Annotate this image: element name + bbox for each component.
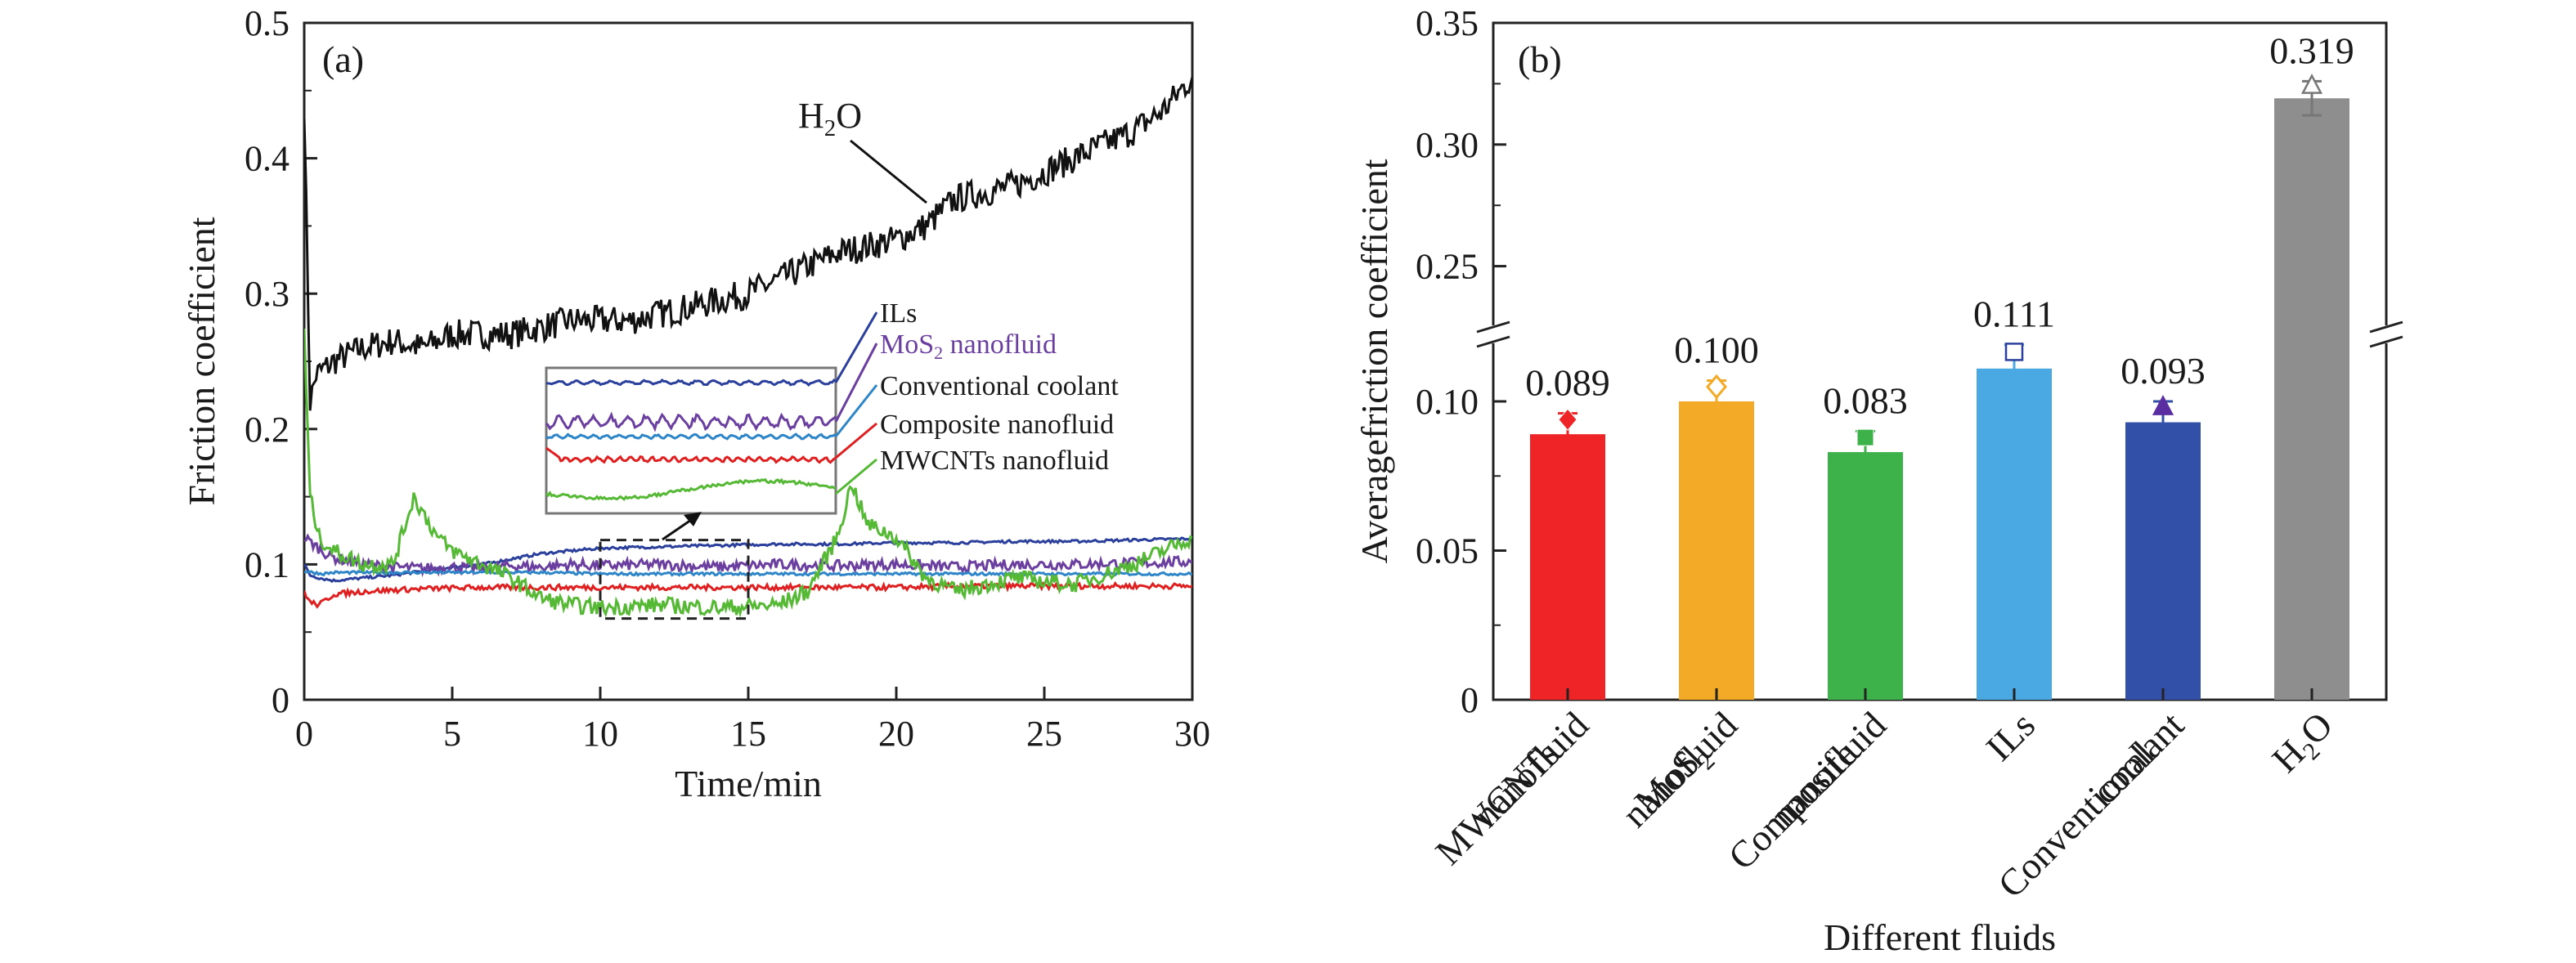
- category-label-5-0: H2O: [2264, 704, 2345, 785]
- y-tick-label-b: 0.30: [1416, 125, 1479, 165]
- x-axis-title-a: Time/min: [675, 763, 822, 804]
- axis-break-mark: [1476, 335, 1510, 348]
- plot-frame-b-upper: [1492, 21, 2388, 327]
- y-tick-label-a: 0.3: [245, 274, 289, 314]
- legend-leader-4: [835, 422, 877, 459]
- legend-leader-2: [834, 343, 878, 423]
- x-tick-label-a: 0: [295, 714, 313, 754]
- x-tick-label-a: 30: [1174, 714, 1210, 754]
- series-line-2: [304, 533, 1192, 578]
- inset-line-3: [545, 432, 837, 441]
- legend-leader-1: [834, 311, 878, 383]
- series-line-0: [304, 76, 1192, 411]
- panel-a-line-chart: 0 5 10 15 20 25 30 0 0.1 0.2 0.3 0.4 0.5 Time/min Fric…: [181, 3, 1210, 804]
- y-tick-label-a: 0.1: [245, 544, 289, 585]
- x-tick-label-a: 25: [1026, 714, 1062, 754]
- inset-line-5: [545, 477, 837, 501]
- axis-break-mark: [2369, 335, 2403, 348]
- plot-frame-b-lower: [1492, 342, 2388, 701]
- x-tick-label-a: 10: [582, 714, 618, 754]
- marker-3: [2004, 343, 2024, 361]
- bar-3: [1977, 368, 2052, 700]
- marker-1: [1706, 374, 1727, 400]
- legend-label-2: MoS2 nanofluid: [880, 329, 1057, 363]
- y-axis-title-a: Friction coefficient: [181, 217, 222, 505]
- value-label-3: 0.111: [1973, 293, 2055, 335]
- bar-5: [2274, 98, 2349, 701]
- x-axis-title-b: Different fluids: [1824, 916, 2056, 958]
- y-tick-label-b: 0: [1461, 680, 1479, 720]
- y-axis-title-b: Averagefriction coefficient: [1353, 159, 1395, 563]
- legend-leader-5: [835, 458, 877, 495]
- bar-0: [1530, 434, 1605, 700]
- y-tick-label-a: 0.4: [245, 139, 289, 179]
- value-label-2: 0.083: [1823, 380, 1908, 422]
- value-label-5: 0.319: [2269, 29, 2354, 71]
- zoom-region-box: [599, 539, 750, 620]
- zoom-arrow-head: [684, 512, 702, 526]
- value-label-1: 0.100: [1674, 329, 1759, 370]
- value-label-4: 0.093: [2120, 350, 2206, 392]
- y-tick-label-b: 0.35: [1416, 3, 1479, 43]
- axis-break-mark: [2369, 320, 2403, 334]
- legend-label-1: ILs: [880, 298, 917, 329]
- y-tick-label-a: 0.2: [245, 410, 289, 450]
- marker-2: [1856, 428, 1874, 446]
- bar-4: [2125, 422, 2201, 700]
- panel-label-a: (a): [322, 38, 364, 80]
- series-label-h2o: H2O: [798, 96, 862, 141]
- legend-leader-3: [834, 384, 878, 437]
- legend-label-4: Composite nanofluid: [880, 410, 1114, 440]
- y-tick-label-b: 0.25: [1416, 247, 1479, 287]
- x-tick-label-a: 20: [878, 714, 914, 754]
- x-tick-label-a: 15: [730, 714, 766, 754]
- y-tick-label-a: 0: [272, 680, 289, 720]
- axis-break-mark: [1476, 320, 1510, 334]
- category-label-0-1: nanofluid: [1465, 704, 1596, 835]
- x-tick-label-a: 5: [443, 714, 461, 754]
- marker-0: [1558, 408, 1577, 432]
- bar-2: [1828, 452, 1903, 700]
- marker-5: [2300, 73, 2323, 94]
- inset-line-4: [545, 446, 837, 464]
- y-tick-label-b: 0.10: [1416, 382, 1479, 422]
- y-tick-label-b: 0.05: [1416, 531, 1479, 571]
- category-label-3-0: ILs: [1978, 704, 2043, 768]
- inset-frame: [545, 366, 837, 515]
- panel-label-b: (b): [1518, 38, 1562, 80]
- h2o-leader-line: [850, 139, 927, 204]
- legend-label-3: Conventional coolant: [880, 371, 1119, 401]
- panel-b-bar-chart: 0 0.05 0.10 0.25 0.30 0.35 Averagefriction coe…: [1353, 3, 2403, 958]
- zoom-arrow: [662, 517, 694, 541]
- legend-label-5: MWCNTs nanofluid: [880, 446, 1109, 476]
- series-line-5: [304, 328, 1192, 618]
- inset-line-1: [545, 378, 837, 387]
- category-label-1-1: nanofluid: [1613, 704, 1745, 835]
- marker-4: [2152, 394, 2174, 415]
- bar-1: [1679, 401, 1754, 700]
- inset-line-2: [545, 411, 837, 432]
- category-label-2-1: nanofluid: [1762, 704, 1894, 835]
- y-tick-label-a: 0.5: [245, 3, 289, 43]
- value-label-0: 0.089: [1525, 362, 1610, 404]
- category-label-4-1: coolant: [2084, 704, 2192, 812]
